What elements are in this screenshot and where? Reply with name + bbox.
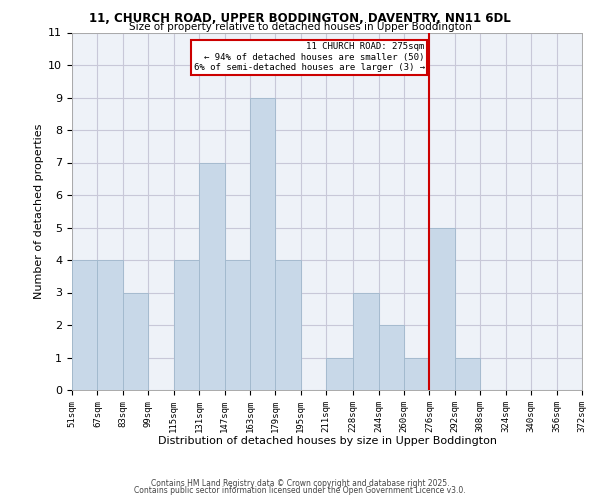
Bar xyxy=(250,98,275,390)
X-axis label: Distribution of detached houses by size in Upper Boddington: Distribution of detached houses by size … xyxy=(157,436,497,446)
Text: Contains public sector information licensed under the Open Government Licence v3: Contains public sector information licen… xyxy=(134,486,466,495)
Bar xyxy=(455,358,481,390)
Bar xyxy=(326,358,353,390)
Bar xyxy=(353,292,379,390)
Bar xyxy=(275,260,301,390)
Bar xyxy=(199,162,224,390)
Text: 11, CHURCH ROAD, UPPER BODDINGTON, DAVENTRY, NN11 6DL: 11, CHURCH ROAD, UPPER BODDINGTON, DAVEN… xyxy=(89,12,511,26)
Bar xyxy=(430,228,455,390)
Bar xyxy=(404,358,430,390)
Bar xyxy=(97,260,123,390)
Bar xyxy=(123,292,148,390)
Bar xyxy=(224,260,250,390)
Bar xyxy=(72,260,97,390)
Y-axis label: Number of detached properties: Number of detached properties xyxy=(34,124,44,299)
Text: 11 CHURCH ROAD: 275sqm
← 94% of detached houses are smaller (50)
6% of semi-deta: 11 CHURCH ROAD: 275sqm ← 94% of detached… xyxy=(194,42,425,72)
Bar xyxy=(173,260,199,390)
Text: Contains HM Land Registry data © Crown copyright and database right 2025.: Contains HM Land Registry data © Crown c… xyxy=(151,478,449,488)
Bar xyxy=(379,325,404,390)
Text: Size of property relative to detached houses in Upper Boddington: Size of property relative to detached ho… xyxy=(128,22,472,32)
